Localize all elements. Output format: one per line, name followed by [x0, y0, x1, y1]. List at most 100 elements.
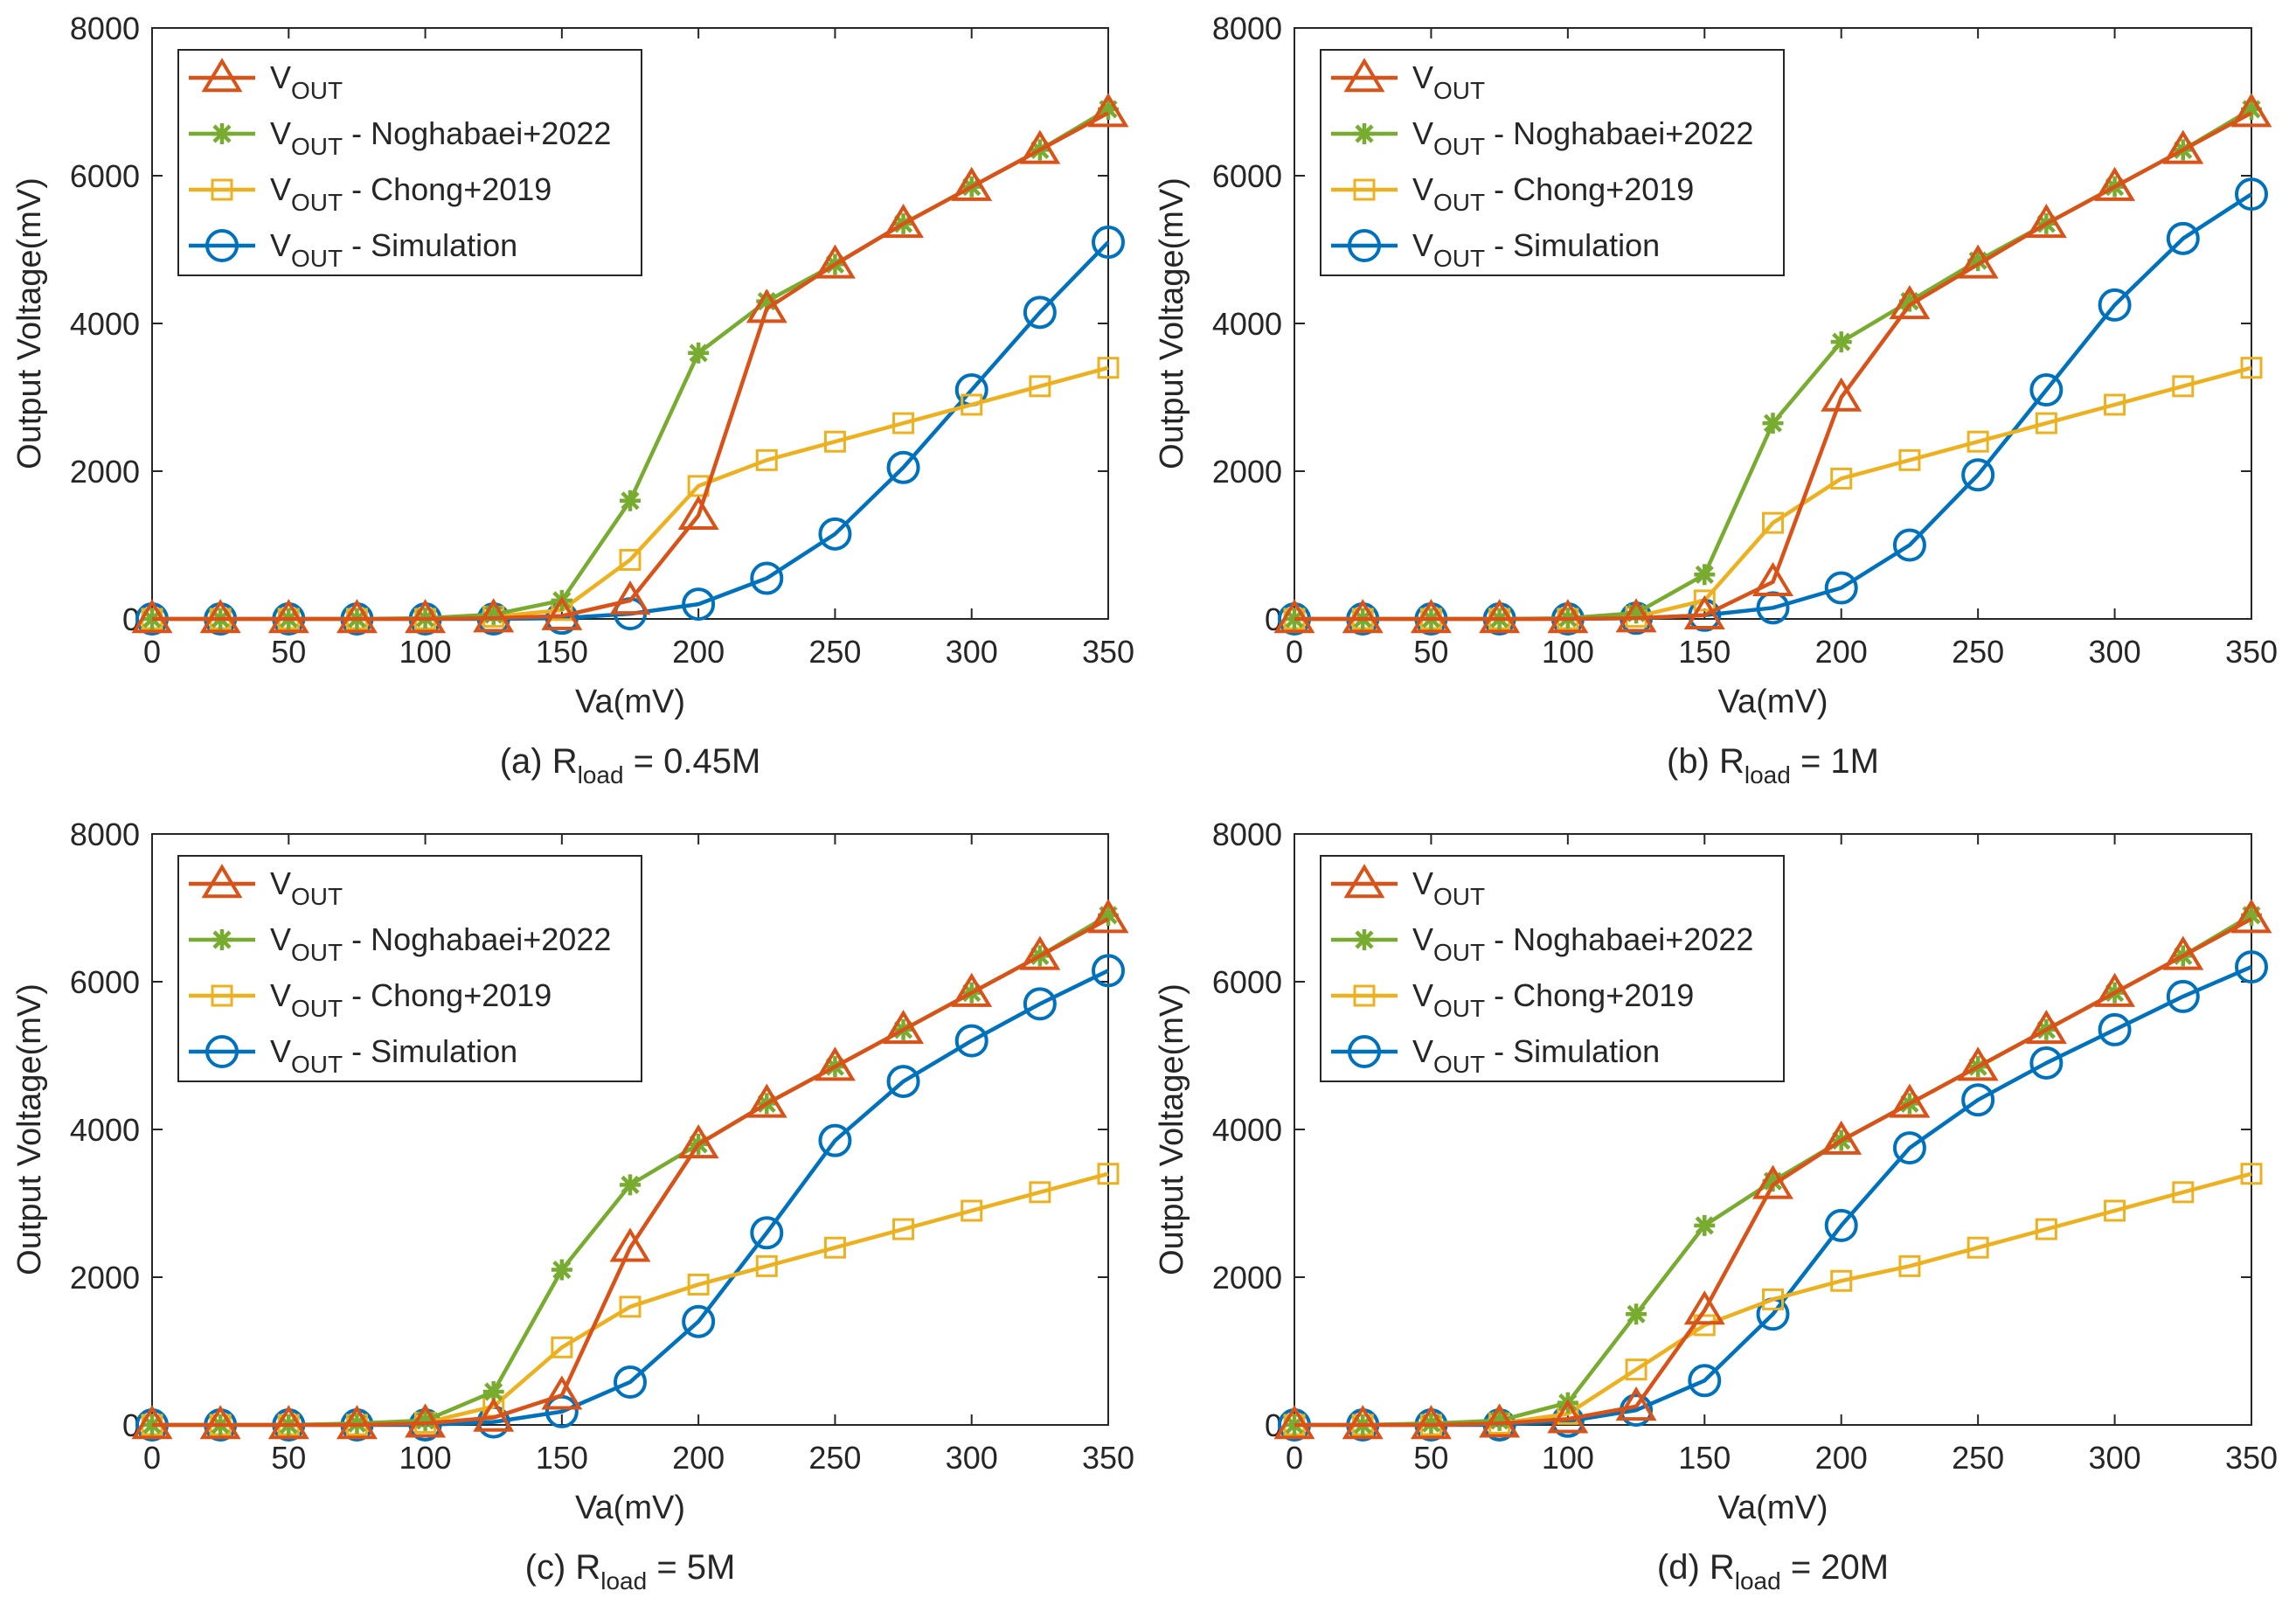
- legend-marker: [1354, 123, 1375, 144]
- data-point: [1694, 1214, 1716, 1236]
- data-point: [883, 1010, 925, 1045]
- data-point: [2166, 221, 2200, 255]
- data-point: [2035, 1218, 2057, 1240]
- x-axis-label: Va(mV): [1718, 684, 1828, 720]
- legend-marker: [205, 1035, 239, 1068]
- x-tick-label: 300: [2089, 1440, 2141, 1476]
- data-point: [619, 548, 642, 571]
- data-point: [1824, 571, 1858, 605]
- y-tick-label: 8000: [70, 10, 140, 46]
- legend-marker: [1354, 929, 1375, 950]
- data-point: [1626, 1303, 1647, 1325]
- x-tick-label: 100: [399, 634, 452, 670]
- legend-marker: [212, 123, 232, 144]
- x-tick-label: 0: [1286, 634, 1303, 670]
- legend-label: VOUT - Simulation: [1412, 227, 1660, 272]
- data-point: [1273, 599, 1315, 634]
- data-point: [1752, 1164, 1793, 1199]
- data-point: [1615, 1386, 1657, 1421]
- data-point: [2104, 1199, 2126, 1222]
- x-tick-label: 150: [1678, 1440, 1731, 1476]
- series-vout: [131, 899, 1129, 1440]
- data-point: [1957, 244, 1999, 279]
- y-axis-label: Output Voltage(mV): [1154, 177, 1190, 469]
- data-point: [682, 587, 716, 622]
- data-point: [1615, 598, 1657, 633]
- x-tick-label: 350: [2225, 634, 2278, 670]
- data-point: [1683, 1290, 1725, 1325]
- data-point: [1961, 458, 1995, 492]
- data-point: [267, 1405, 309, 1440]
- data-point: [2172, 375, 2195, 398]
- data-point: [1898, 1254, 1921, 1277]
- data-point: [551, 1336, 573, 1358]
- data-point: [886, 450, 920, 484]
- y-tick-label: 6000: [1212, 158, 1282, 194]
- data-point: [1023, 295, 1057, 330]
- data-point: [1342, 1405, 1384, 1440]
- data-point: [1547, 599, 1589, 634]
- data-point: [336, 599, 378, 634]
- data-point: [2235, 950, 2268, 984]
- data-point: [609, 1227, 651, 1262]
- panel-caption: (c) Rload = 5M: [525, 1548, 736, 1595]
- data-point: [336, 1405, 378, 1440]
- legend-marker: [1348, 229, 1381, 262]
- x-tick-label: 350: [1082, 634, 1134, 670]
- x-tick-label: 200: [672, 1440, 725, 1476]
- legend-label: VOUT: [1412, 865, 1485, 910]
- chart-panel-d: 0 50 100 150 200 250 300 35002000400060008000Va…: [1154, 816, 2278, 1595]
- x-tick-label: 0: [1286, 1440, 1303, 1476]
- data-point: [814, 244, 856, 279]
- data-point: [1967, 430, 1989, 453]
- data-point: [1092, 954, 1125, 988]
- data-point: [1892, 1131, 1926, 1165]
- x-tick-label: 50: [1413, 1440, 1448, 1476]
- legend-marker: [211, 178, 233, 201]
- series-vout: [1273, 93, 2272, 634]
- data-point: [750, 1216, 784, 1250]
- data-point: [2162, 129, 2204, 164]
- data-point: [2098, 288, 2132, 322]
- y-axis-label: Output Voltage(mV): [11, 177, 48, 469]
- x-tick-label: 0: [143, 634, 161, 670]
- data-point: [1762, 1288, 1784, 1310]
- data-point: [1752, 561, 1793, 596]
- data-point: [954, 1024, 988, 1058]
- data-point: [405, 599, 447, 634]
- data-point: [892, 1218, 915, 1240]
- data-point: [1097, 357, 1120, 379]
- data-point: [131, 1405, 173, 1440]
- x-tick-label: 150: [536, 634, 588, 670]
- x-tick-label: 350: [2225, 1440, 2278, 1476]
- data-point: [2094, 166, 2136, 201]
- data-point: [2172, 1181, 2195, 1204]
- data-point: [2029, 1046, 2064, 1080]
- y-axis-label: Output Voltage(mV): [1154, 983, 1190, 1275]
- legend: VOUT VOUT - Noghabaei+2022 VOUT - Chong+20…: [177, 49, 642, 276]
- data-point: [750, 561, 784, 595]
- x-axis-label: Va(mV): [1718, 1490, 1828, 1526]
- data-point: [1479, 599, 1521, 634]
- x-tick-label: 150: [1678, 634, 1731, 670]
- panel-caption: (b) Rload = 1M: [1667, 742, 1879, 789]
- data-point: [2240, 357, 2263, 379]
- series-vout: [131, 93, 1129, 634]
- data-point: [1019, 935, 1061, 970]
- legend-label: VOUT - Noghabaei+2022: [1412, 115, 1753, 160]
- data-point: [1479, 1403, 1521, 1438]
- data-point: [1694, 564, 1716, 586]
- data-point: [818, 1123, 852, 1157]
- data-point: [1898, 290, 1920, 312]
- legend-marker: [1343, 58, 1385, 93]
- data-point: [2104, 393, 2126, 416]
- y-tick-label: 4000: [70, 306, 140, 342]
- legend-marker: [205, 229, 239, 262]
- data-point: [886, 1065, 920, 1099]
- data-point: [1821, 377, 1862, 412]
- series-line: [1294, 111, 2253, 622]
- x-tick-label: 250: [1952, 634, 2004, 670]
- data-point: [1830, 467, 1853, 490]
- data-point: [2025, 1010, 2067, 1045]
- data-point: [1097, 1163, 1120, 1185]
